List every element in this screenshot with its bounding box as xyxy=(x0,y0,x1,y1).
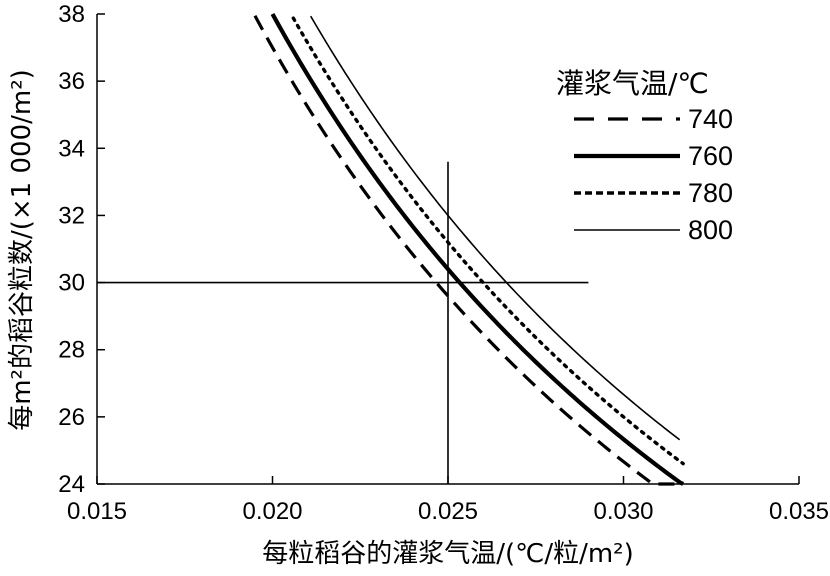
y-axis-title: 每m²的稻谷粒数/(×1 000/m²) xyxy=(7,69,37,431)
y-tick-label: 32 xyxy=(58,202,85,229)
legend-label-780: 780 xyxy=(688,178,733,208)
y-tick-label: 24 xyxy=(58,471,85,498)
x-axis-title: 每粒稻谷的灌浆气温/(℃/粒/m²) xyxy=(262,539,634,569)
reference-lines xyxy=(97,161,589,484)
y-tick-label: 26 xyxy=(58,404,85,431)
x-tick-label: 0.025 xyxy=(418,498,478,525)
y-ticks: 24 26 28 30 32 34 36 38 xyxy=(58,1,105,498)
series-line-800 xyxy=(310,15,681,441)
series-line-740 xyxy=(253,14,680,486)
x-tick-label: 0.020 xyxy=(242,498,302,525)
series-lines xyxy=(253,12,685,486)
legend-title: 灌浆气温/℃ xyxy=(556,67,709,100)
legend-label-760: 760 xyxy=(688,141,733,171)
x-ticks: 0.015 0.020 0.025 0.030 0.035 xyxy=(67,476,829,525)
legend: 灌浆气温/℃ 740 760 780 800 xyxy=(556,67,733,245)
series-line-760 xyxy=(270,12,685,486)
y-tick-label: 34 xyxy=(58,135,85,162)
x-tick-label: 0.035 xyxy=(769,498,829,525)
series-line-780 xyxy=(291,16,685,466)
x-tick-label: 0.030 xyxy=(593,498,653,525)
y-tick-label: 36 xyxy=(58,68,85,95)
legend-label-800: 800 xyxy=(688,215,733,245)
y-tick-label: 30 xyxy=(58,270,85,297)
y-tick-label: 38 xyxy=(58,1,85,28)
x-tick-label: 0.015 xyxy=(67,498,127,525)
legend-label-740: 740 xyxy=(688,104,733,134)
y-tick-label: 28 xyxy=(58,337,85,364)
